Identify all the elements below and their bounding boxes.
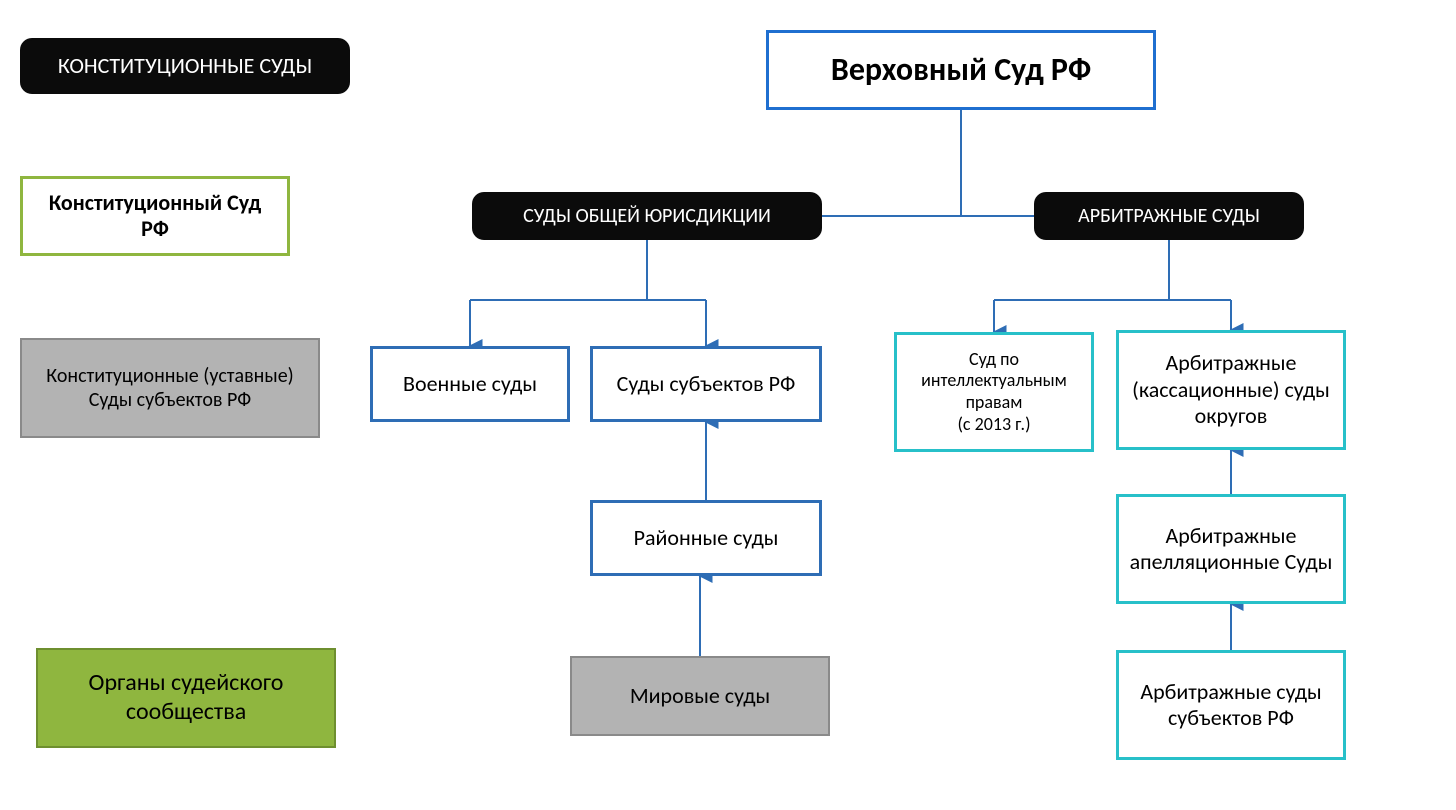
- node-const_title: КОНСТИТУЦИОННЫЕ СУДЫ: [20, 38, 350, 94]
- node-arb_cass: Арбитражные (кассационные) суды округов: [1116, 330, 1346, 450]
- node-arb_appeal: Арбитражные апелляционные Суды: [1116, 494, 1346, 604]
- node-district: Районные суды: [590, 500, 822, 576]
- node-military: Военные суды: [370, 346, 570, 422]
- node-subjects_courts: Суды субъектов РФ: [590, 346, 822, 422]
- node-arb_subjects: Арбитражные суды субъектов РФ: [1116, 650, 1346, 760]
- node-ip_court: Суд по интеллектуальным правам (с 2013 г…: [894, 332, 1094, 452]
- node-magistrate: Мировые суды: [570, 656, 830, 736]
- node-supreme: Верховный Суд РФ: [766, 30, 1156, 110]
- node-const_rf: Конституционный Суд РФ: [20, 176, 290, 256]
- node-arbitration_title: АРБИТРАЖНЫЕ СУДЫ: [1034, 192, 1304, 240]
- node-community: Органы судейского сообщества: [36, 648, 336, 748]
- node-general_juris: СУДЫ ОБЩЕЙ ЮРИСДИКЦИИ: [472, 192, 822, 240]
- node-const_subjects: Конституционные (уставные) Суды субъекто…: [20, 338, 320, 438]
